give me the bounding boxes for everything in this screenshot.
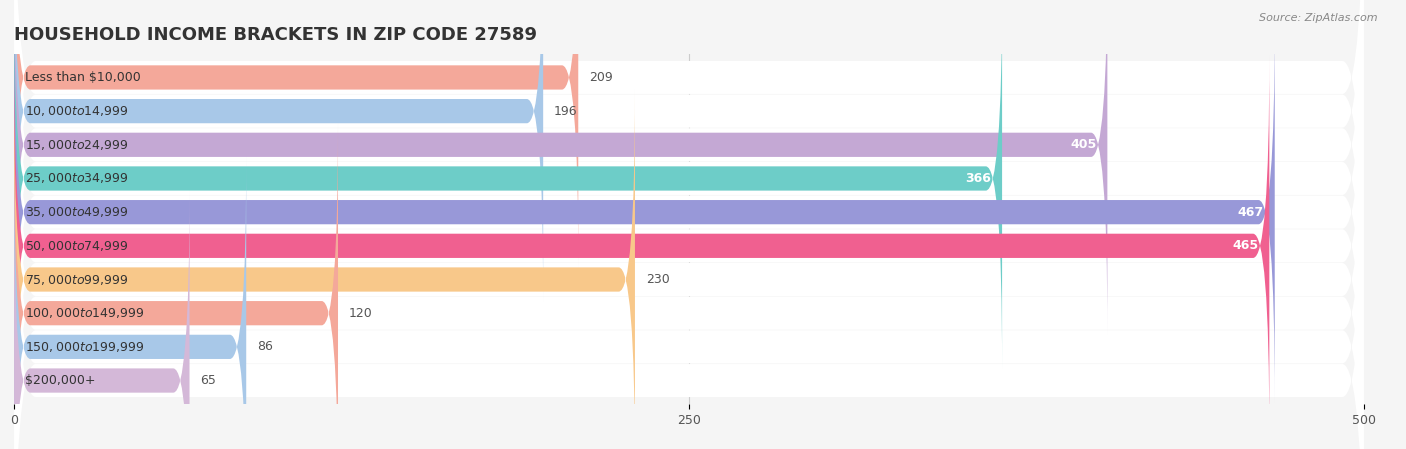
FancyBboxPatch shape — [14, 0, 1108, 335]
Text: $35,000 to $49,999: $35,000 to $49,999 — [25, 205, 128, 219]
FancyBboxPatch shape — [14, 190, 190, 449]
Text: 209: 209 — [589, 71, 613, 84]
FancyBboxPatch shape — [14, 0, 1364, 449]
Text: Less than $10,000: Less than $10,000 — [25, 71, 141, 84]
Text: 65: 65 — [200, 374, 217, 387]
Text: 465: 465 — [1233, 239, 1258, 252]
Text: $75,000 to $99,999: $75,000 to $99,999 — [25, 273, 128, 286]
Text: 405: 405 — [1070, 138, 1097, 151]
FancyBboxPatch shape — [14, 0, 1364, 330]
Text: 230: 230 — [645, 273, 669, 286]
Text: $200,000+: $200,000+ — [25, 374, 96, 387]
FancyBboxPatch shape — [14, 0, 1364, 398]
Text: Source: ZipAtlas.com: Source: ZipAtlas.com — [1260, 13, 1378, 23]
Text: $150,000 to $199,999: $150,000 to $199,999 — [25, 340, 145, 354]
Text: 366: 366 — [966, 172, 991, 185]
Text: $25,000 to $34,999: $25,000 to $34,999 — [25, 172, 128, 185]
Text: 196: 196 — [554, 105, 578, 118]
FancyBboxPatch shape — [14, 123, 337, 449]
FancyBboxPatch shape — [14, 0, 1002, 368]
Text: 86: 86 — [257, 340, 273, 353]
FancyBboxPatch shape — [14, 0, 578, 267]
FancyBboxPatch shape — [14, 89, 636, 449]
FancyBboxPatch shape — [14, 22, 1275, 402]
FancyBboxPatch shape — [14, 0, 1364, 449]
FancyBboxPatch shape — [14, 0, 1364, 364]
FancyBboxPatch shape — [14, 0, 543, 301]
Text: $10,000 to $14,999: $10,000 to $14,999 — [25, 104, 128, 118]
Text: $15,000 to $24,999: $15,000 to $24,999 — [25, 138, 128, 152]
FancyBboxPatch shape — [14, 56, 1270, 436]
Text: 120: 120 — [349, 307, 373, 320]
FancyBboxPatch shape — [14, 0, 1364, 431]
FancyBboxPatch shape — [14, 157, 246, 449]
Text: 467: 467 — [1237, 206, 1264, 219]
FancyBboxPatch shape — [14, 128, 1364, 449]
Text: HOUSEHOLD INCOME BRACKETS IN ZIP CODE 27589: HOUSEHOLD INCOME BRACKETS IN ZIP CODE 27… — [14, 26, 537, 44]
FancyBboxPatch shape — [14, 26, 1364, 449]
FancyBboxPatch shape — [14, 94, 1364, 449]
Text: $50,000 to $74,999: $50,000 to $74,999 — [25, 239, 128, 253]
FancyBboxPatch shape — [14, 60, 1364, 449]
Text: $100,000 to $149,999: $100,000 to $149,999 — [25, 306, 145, 320]
